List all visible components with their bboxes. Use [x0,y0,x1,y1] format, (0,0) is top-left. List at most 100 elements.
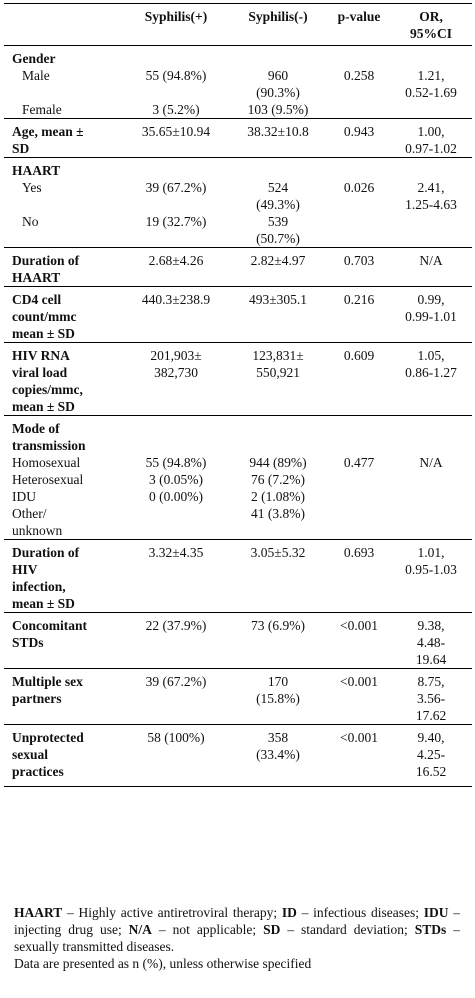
cell-syphilis-negative: 123,831± 550,921 [228,342,328,416]
cell-syphilis-negative: 3.05±5.32 [228,539,328,613]
cell-syphilis-negative: 73 (6.9%) [228,612,328,669]
cell-syphilis-positive: 19 (32.7%) [145,214,207,229]
abbrev-definition: – standard deviation; [280,922,415,937]
table-row: Unprotected sexual practices 58 (100%) 358 (3… [4,724,472,787]
section-row: HAART [4,157,472,179]
section-label: HAART [4,157,124,179]
cell-odds-ratio: 1.21, 0.52-1.69 [405,68,457,100]
section-label: Age, mean ± SD [12,124,84,156]
section-label: Multiple sex partners [12,674,83,706]
table-row: Age, mean ± SD 35.65±10.94 38.32±10.8 0.943 1… [4,118,472,158]
cell-p-value: 0.609 [328,342,390,416]
cell-p-value: 0.703 [328,247,390,287]
table-row: Duration of HAART 2.68±4.26 2.82±4.97 0.703 N… [4,247,472,287]
cell-syphilis-negative: 960 (90.3%) [256,68,300,100]
table-body: Gender Male 55 (94.8%) 960 (90.3%) 0.258 1.21,… [4,45,472,787]
cell-syphilis-negative: 358 (33.4%) [228,724,328,787]
table-row: Female 3 (5.2%) 103 (9.5%) [4,101,472,119]
header-odds-ratio: OR, 95%CI [390,3,472,46]
table-row: Multiple sex partners 39 (67.2%) 170 (15.8%)… [4,668,472,725]
cell-p-value: 0.026 [343,180,375,195]
cell-odds-ratio: N/A [390,247,472,287]
header-syphilis-negative: Syphilis(-) [228,3,328,46]
abbrev-term: ID [281,905,297,920]
row-sublabel: No [22,214,39,229]
cell-odds-ratio: 1.00, 0.97-1.02 [390,118,472,158]
results-table: Syphilis(+) Syphilis(-) p-value OR, 95%C… [4,3,472,787]
section-label: Mode of transmission [12,421,86,453]
cell-syphilis-positive: 440.3±238.9 [124,286,228,343]
row-sublabel: Female [22,102,62,117]
table-notes: HAART – Highly active antiretroviral the… [14,904,460,972]
cell-syphilis-positive: 2.68±4.26 [124,247,228,287]
header-variable [4,3,124,46]
cell-syphilis-negative: 493±305.1 [228,286,328,343]
cell-syphilis-negative: 539 (50.7%) [256,214,300,246]
cell-syphilis-negative: xx944 (89%)76 (7.2%)2 (1.08%)41 (3.8%) [228,415,328,540]
cell-odds-ratio [390,213,472,248]
abbrev-term: IDU [423,905,449,920]
abbrev-term: SD [263,922,281,937]
cell-p-value: 0.943 [328,118,390,158]
cell-syphilis-positive: 35.65±10.94 [124,118,228,158]
cell-odds-ratio: 1.01, 0.95-1.03 [390,539,472,613]
header-syphilis-positive: Syphilis(+) [124,3,228,46]
section-label: Duration of HAART [12,253,80,285]
cell-syphilis-negative: 170 (15.8%) [228,668,328,725]
data-presentation-note: Data are presented as n (%), unless othe… [14,956,312,971]
abbreviations-note: HAART – Highly active antiretroviral the… [14,904,460,955]
cell-syphilis-negative: 2.82±4.97 [228,247,328,287]
table-row: CD4 cell count/mmc mean ± SD 440.3±238.9 493… [4,286,472,343]
section-label: Unprotected sexual practices [12,730,84,779]
section-row: Mode of transmission Homosexual Heterosexua… [4,415,472,540]
table-row: HIV RNA viral load copies/mmc, mean ± SD 201… [4,342,472,416]
section-label: Concomitant STDs [12,618,87,650]
abbrev-definition: – injecting drug use; [14,905,460,937]
abbrev-term: HAART [14,905,63,920]
header-or-line2: 95%CI [409,26,452,41]
table-header-row: Syphilis(+) Syphilis(-) p-value OR, 95%C… [4,3,472,46]
cell-p-value: 0.693 [328,539,390,613]
row-sublabel: Yes [22,180,42,195]
abbrev-term: N/A [128,922,152,937]
cell-odds-ratio: 9.40, 4.25- 16.52 [390,724,472,787]
results-table-container: Syphilis(+) Syphilis(-) p-value OR, 95%C… [4,3,472,787]
cell-syphilis-positive: 3.32±4.35 [124,539,228,613]
cell-odds-ratio: 0.99, 0.99-1.01 [390,286,472,343]
table-row: Male 55 (94.8%) 960 (90.3%) 0.258 1.21, 0.52-1… [4,67,472,101]
cell-odds-ratio: 9.38, 4.48- 19.64 [390,612,472,669]
table-row: Concomitant STDs 22 (37.9%) 73 (6.9%) <0.001… [4,612,472,669]
cell-syphilis-negative: 524 (49.3%) [256,180,300,212]
row-sublabels: Homosexual Heterosexual IDU Other/unknown [12,455,84,538]
cell-p-value: <0.001 [328,668,390,725]
cell-syphilis-negative: 103 (9.5%) [247,102,309,117]
cell-syphilis-positive: xx55 (94.8%)3 (0.05%)0 (0.00%) [124,415,228,540]
cell-syphilis-positive: 39 (67.2%) [124,668,228,725]
section-row: Gender [4,45,472,67]
cell-p-value: <0.001 [328,612,390,669]
cell-odds-ratio: 2.41, 1.25-4.63 [405,180,457,212]
cell-odds-ratio: xxN/A [390,415,472,540]
abbrev-definition: – Highly active antiretroviral therapy; [62,905,282,920]
cell-syphilis-positive: 3 (5.2%) [152,102,200,117]
section-label: Gender [4,45,124,67]
abbrev-term: STDs [414,922,447,937]
cell-odds-ratio: 8.75, 3.56- 17.62 [390,668,472,725]
table-row: Duration of HIV infection, mean ± SD 3.32±4.… [4,539,472,613]
cell-p-value: <0.001 [328,724,390,787]
cell-p-value [328,101,390,119]
cell-p-value: xx0.477 [328,415,390,540]
cell-syphilis-positive: 22 (37.9%) [124,612,228,669]
section-label: HIV RNA viral load copies/mmc, mean ± SD [12,348,83,414]
cell-syphilis-positive: 58 (100%) [124,724,228,787]
header-p-value: p-value [328,3,390,46]
section-label: Duration of HIV infection, mean ± SD [12,545,80,611]
abbrev-definition: – infectious diseases; [296,905,424,920]
table-row: Yes 39 (67.2%) 524 (49.3%) 0.026 2.41, 1.25-4.… [4,179,472,213]
cell-syphilis-positive: 39 (67.2%) [145,180,207,195]
section-label: CD4 cell count/mmc mean ± SD [12,292,77,341]
cell-syphilis-positive: 201,903± 382,730 [124,342,228,416]
abbrev-definition: – sexually transmitted diseases. [14,922,460,954]
cell-syphilis-negative: 38.32±10.8 [228,118,328,158]
cell-odds-ratio: 1.05, 0.86-1.27 [390,342,472,416]
